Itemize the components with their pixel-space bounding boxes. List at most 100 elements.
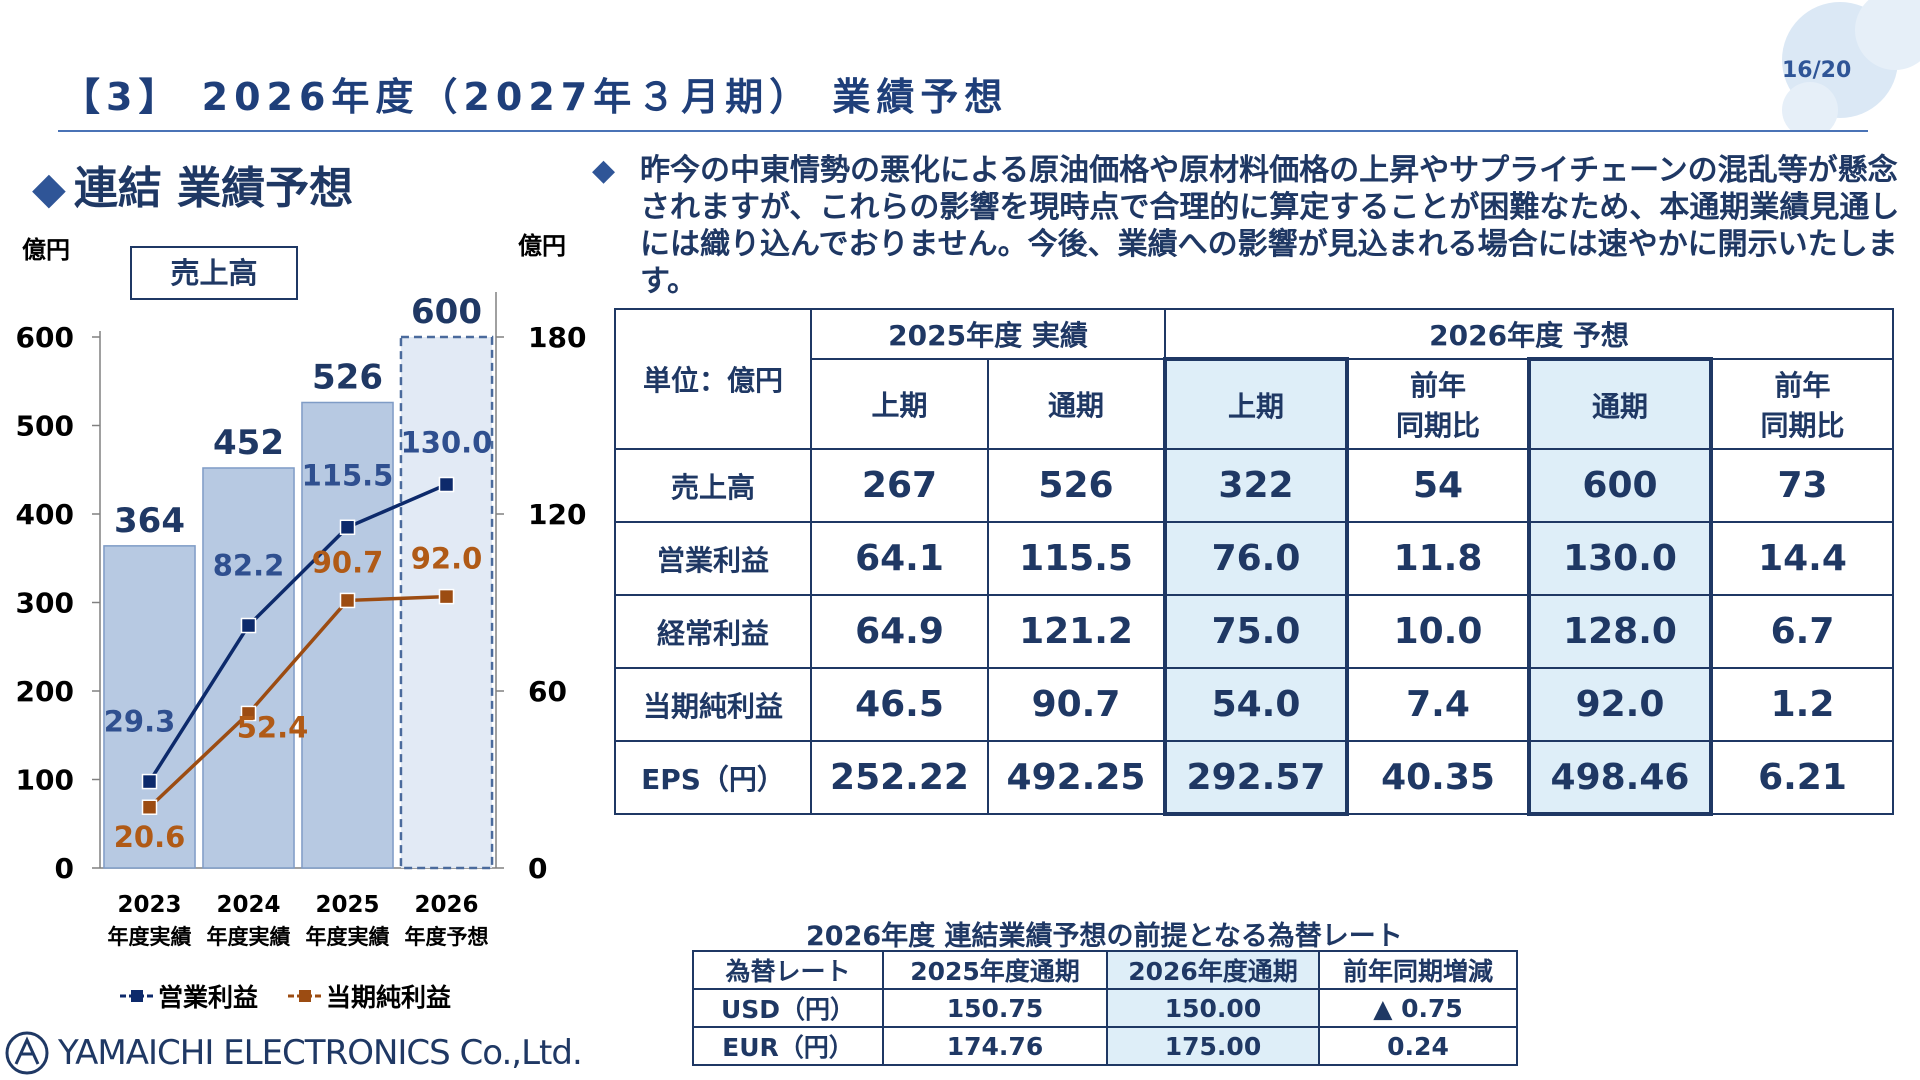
- series-value-label: 92.0: [411, 542, 483, 576]
- bar: [202, 467, 295, 869]
- table-cell: 292.57: [1163, 740, 1349, 816]
- legend-item-net-income: 当期純利益: [288, 978, 451, 1014]
- legend-label: 当期純利益: [326, 983, 452, 1012]
- diamond-icon: ◆: [32, 163, 66, 214]
- legend-item-operating-profit: 営業利益: [120, 978, 258, 1014]
- row-label: 売上高: [614, 448, 812, 523]
- fx-header: 前年同期増減: [1318, 950, 1518, 990]
- table-cell: 121.2: [987, 594, 1166, 669]
- table-cell: 54: [1346, 448, 1530, 523]
- table-cell: 64.1: [810, 521, 989, 596]
- bar-value-label: 526: [312, 357, 383, 397]
- unit-label: 単位：億円: [614, 308, 812, 450]
- section-title: ◆ 連結 業績予想: [32, 152, 353, 216]
- series-point: [339, 519, 356, 536]
- group-header-2025: 2025年度 実績: [810, 308, 1166, 360]
- section-title-text: 連結 業績予想: [73, 163, 354, 214]
- fx-table-title: 2026年度 連結業績予想の前提となる為替レート: [806, 921, 1403, 952]
- chart-series-label: 売上高: [130, 246, 298, 300]
- left-tick-label: 200: [16, 675, 74, 708]
- table-cell: 115.5: [987, 521, 1166, 596]
- fx-cell: 175.00: [1106, 1026, 1320, 1066]
- series-point: [141, 773, 158, 790]
- row-label: EPS（円）: [614, 740, 812, 815]
- table-cell: 600: [1527, 448, 1713, 523]
- col-header: 上期: [1163, 357, 1349, 450]
- table-row: 当期純利益 46.5 90.7 54.0 7.4 92.0 1.2: [614, 667, 1894, 742]
- table-cell: 7.4: [1346, 667, 1530, 742]
- series-value-label: 115.5: [302, 458, 394, 492]
- table-cell: 76.0: [1163, 521, 1349, 596]
- table-cell: 128.0: [1527, 594, 1713, 669]
- table-cell: 6.21: [1710, 740, 1894, 815]
- fx-cell: EUR（円）: [692, 1026, 884, 1066]
- row-label: 経常利益: [614, 594, 812, 669]
- col-header: 通期: [1527, 357, 1713, 450]
- table-cell: 10.0: [1346, 594, 1530, 669]
- series-value-label: 29.3: [104, 705, 176, 739]
- bar-value-label: 600: [411, 292, 482, 332]
- legend-line-marker-icon: [288, 990, 323, 1002]
- right-tick-label: 120: [528, 498, 586, 531]
- right-tick-label: 60: [528, 675, 567, 708]
- title-divider: [58, 130, 1868, 132]
- company-logo: YAMAICHI ELECTRONICS Co.,Ltd.: [4, 1030, 583, 1076]
- company-name: YAMAICHI ELECTRONICS Co.,Ltd.: [58, 1033, 583, 1073]
- series-value-label: 90.7: [312, 545, 384, 579]
- series-value-label: 130.0: [401, 426, 493, 460]
- table-cell: 40.35: [1346, 740, 1530, 815]
- table-row: EPS（円） 252.22 492.25 292.57 40.35 498.46 6.21: [614, 740, 1894, 816]
- diamond-icon: ◆: [592, 153, 616, 188]
- col-header: 上期: [810, 358, 989, 450]
- legend-label: 営業利益: [158, 983, 259, 1012]
- table-cell: 267: [810, 448, 989, 523]
- series-point: [141, 799, 158, 815]
- series-line: [148, 594, 447, 809]
- corner-decoration: [1782, 0, 1920, 130]
- page-title: 【3】 2026年度（2027年３月期） 業績予想: [62, 75, 1009, 119]
- table-cell: 90.7: [987, 667, 1166, 742]
- table-cell: 73: [1710, 448, 1894, 523]
- yamaichi-logo-icon: [5, 1031, 49, 1075]
- table-cell: 498.46: [1527, 740, 1713, 816]
- left-tick-label: 500: [16, 410, 74, 443]
- table-row: 営業利益 64.1 115.5 76.0 11.8 130.0 14.4: [614, 521, 1894, 596]
- table-cell: 1.2: [1710, 667, 1894, 742]
- series-point: [438, 476, 455, 493]
- table-row: 経常利益 64.9 121.2 75.0 10.0 128.0 6.7: [614, 594, 1894, 669]
- page-number: 16/20: [1782, 58, 1852, 83]
- row-label: 営業利益: [614, 521, 812, 596]
- fx-cell: ▲ 0.75: [1318, 988, 1518, 1028]
- series-value-label: 82.2: [213, 549, 285, 583]
- table-cell: 14.4: [1710, 521, 1894, 596]
- right-axis-unit: 億円: [518, 232, 566, 260]
- table-cell: 252.22: [810, 740, 989, 815]
- table-cell: 54.0: [1163, 667, 1349, 742]
- fx-cell: 0.24: [1318, 1026, 1518, 1066]
- category-label: 2024: [216, 892, 280, 918]
- table-cell: 526: [987, 448, 1166, 523]
- series-line: [148, 482, 448, 783]
- table-cell: 322: [1163, 448, 1349, 523]
- category-sublabel: 年度予想: [405, 925, 489, 949]
- notice-text: 昨今の中東情勢の悪化による原油価格や原材料価格の上昇やサプライチェーンの混乱等が…: [640, 153, 1900, 299]
- table-cell: 6.7: [1710, 594, 1894, 669]
- fx-cell: 150.75: [882, 988, 1108, 1028]
- col-header: 前年 同期比: [1346, 358, 1530, 450]
- bar-value-label: 364: [114, 501, 185, 541]
- left-tick-label: 0: [55, 852, 74, 885]
- left-axis-unit: 億円: [22, 236, 70, 264]
- series-point: [240, 617, 257, 634]
- table-cell: 75.0: [1163, 594, 1349, 669]
- notice: ◆ 昨今の中東情勢の悪化による原油価格や原材料価格の上昇やサプライチェーンの混乱…: [592, 152, 1902, 300]
- group-header-2026: 2026年度 予想: [1164, 308, 1894, 360]
- fx-rate-table: 為替レート 2025年度通期 2026年度通期 前年同期増減 USD（円） 15…: [692, 950, 1518, 1066]
- bar-value-label: 452: [213, 423, 284, 463]
- category-sublabel: 年度実績: [306, 925, 390, 949]
- table-cell: 64.9: [810, 594, 989, 669]
- category-label: 2023: [117, 892, 181, 918]
- right-tick-label: 180: [528, 321, 586, 354]
- fx-header: 2026年度通期: [1106, 950, 1320, 990]
- left-tick-label: 400: [16, 498, 74, 531]
- fx-cell: USD（円）: [692, 988, 884, 1028]
